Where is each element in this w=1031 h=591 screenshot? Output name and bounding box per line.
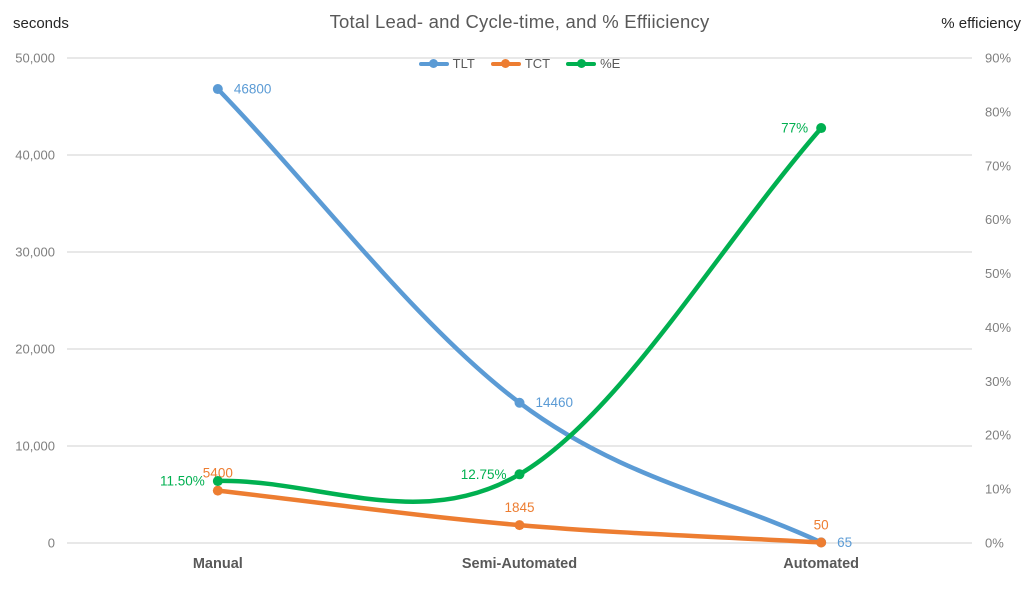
series-point-tct (212, 485, 223, 496)
chart-title: Total Lead- and Cycle-time, and % Effiic… (329, 11, 710, 32)
data-label-pct-e: 12.75% (461, 467, 507, 482)
series-point-tlt (212, 84, 223, 95)
data-label-pct-e: 77% (781, 121, 808, 136)
left-axis-tick: 10,000 (15, 439, 55, 454)
series-line-tct (215, 488, 824, 545)
data-label-tlt: 65 (837, 535, 852, 550)
data-label-tct: 50 (814, 518, 829, 533)
legend-marker-tlt-icon (418, 59, 449, 69)
right-axis-tick: 20% (985, 428, 1011, 443)
right-axis-title: % efficiency (941, 15, 1021, 32)
data-label-tct: 5400 (203, 466, 233, 481)
left-axis-tick: 20,000 (15, 342, 55, 357)
left-axis-tick: 40,000 (15, 148, 55, 163)
right-axis-tick: 90% (985, 51, 1011, 66)
category-label-automated: Automated (783, 556, 859, 572)
legend-label-tlt: TLT (452, 56, 475, 71)
legend-marker-pct-e-icon (566, 59, 597, 69)
data-label-tlt: 46800 (234, 82, 272, 97)
right-axis-tick: 70% (985, 158, 1011, 173)
legend-item-pct-e: %E (566, 56, 620, 71)
right-axis-tick: 30% (985, 374, 1011, 389)
right-axis-tick: 10% (985, 482, 1011, 497)
left-axis-tick: 50,000 (15, 51, 55, 66)
left-axis-tick: 30,000 (15, 245, 55, 260)
right-axis-tick: 80% (985, 104, 1011, 119)
data-label-tlt: 14460 (536, 395, 574, 410)
series-line-pct-e (215, 125, 824, 504)
legend-label-pct-e: %E (600, 56, 621, 71)
series-point-tlt (514, 397, 525, 408)
legend: TLT TCT %E (67, 56, 972, 71)
right-axis-tick: 40% (985, 320, 1011, 335)
series-point-tct (514, 520, 525, 531)
series-point-pct-e (212, 476, 223, 487)
data-label-pct-e: 11.50% (160, 474, 205, 489)
legend-marker-tct-icon (490, 59, 521, 69)
series-point-tct (816, 537, 827, 548)
right-axis-tick: 0% (985, 536, 1004, 551)
category-label-semi-automated: Semi-Automated (462, 556, 577, 572)
right-axis-tick: 60% (985, 212, 1011, 227)
series-point-pct-e (816, 123, 827, 134)
right-axis-tick: 50% (985, 266, 1011, 281)
legend-item-tlt: TLT (418, 56, 475, 71)
legend-item-tct: TCT (490, 56, 551, 71)
left-axis-tick: 0 (48, 536, 55, 551)
legend-label-tct: TCT (524, 56, 551, 71)
series-point-pct-e (514, 469, 525, 480)
left-axis-title: seconds (13, 15, 69, 32)
data-label-tct: 1845 (504, 500, 534, 515)
category-label-manual: Manual (193, 556, 243, 572)
